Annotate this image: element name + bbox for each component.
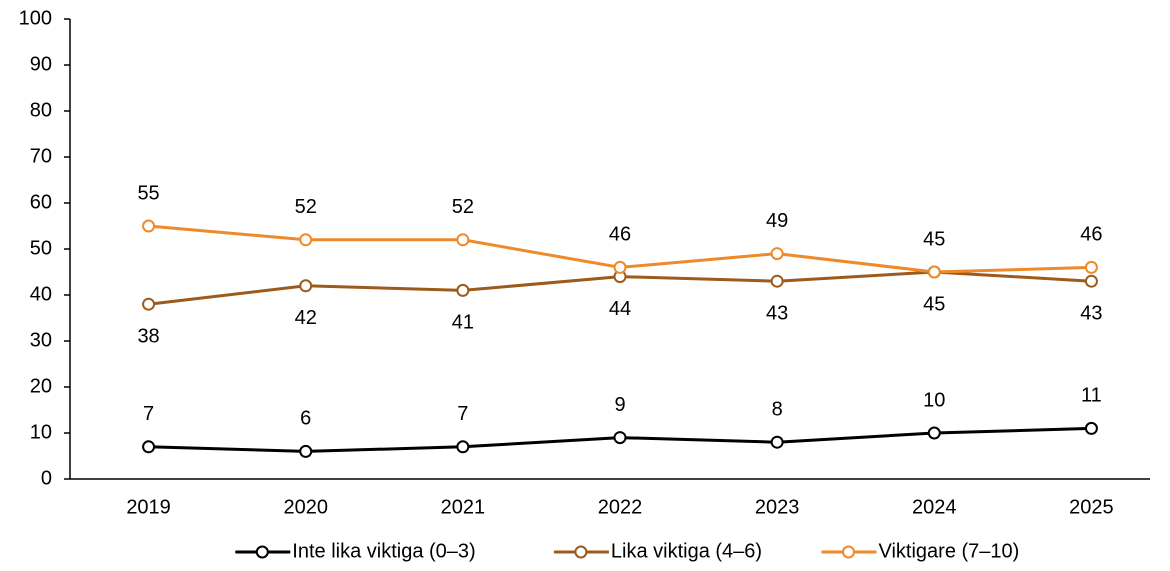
data-label: 45 — [923, 293, 945, 315]
data-label: 46 — [1080, 224, 1102, 246]
data-point — [456, 233, 470, 247]
y-tick-label: 100 — [19, 7, 52, 29]
data-label: 41 — [452, 312, 474, 334]
y-tick-label: 80 — [30, 99, 52, 121]
y-tick-label: 70 — [30, 145, 52, 167]
x-tick-label: 2019 — [126, 496, 171, 518]
y-tick-label: 0 — [41, 467, 52, 489]
y-tick-label: 10 — [30, 421, 52, 443]
data-label: 38 — [137, 325, 159, 347]
y-tick-label: 20 — [30, 375, 52, 397]
data-point — [613, 431, 627, 445]
legend-marker — [842, 545, 855, 559]
data-label: 52 — [452, 196, 474, 218]
data-label: 7 — [143, 403, 154, 425]
y-tick-label: 40 — [30, 283, 52, 305]
data-point — [1084, 260, 1098, 274]
data-label: 45 — [923, 228, 945, 250]
data-point — [299, 444, 313, 458]
data-label: 43 — [1080, 302, 1102, 324]
data-label: 10 — [923, 389, 945, 411]
y-tick-label: 50 — [30, 237, 52, 259]
data-label: 49 — [766, 210, 788, 232]
data-label: 8 — [772, 398, 783, 420]
data-label: 55 — [137, 182, 159, 204]
legend-label: Inte lika viktiga (0–3) — [292, 540, 475, 562]
x-tick-label: 2023 — [755, 496, 800, 518]
x-tick-label: 2024 — [912, 496, 957, 518]
data-point — [142, 440, 156, 454]
legend-label: Lika viktiga (4–6) — [611, 540, 762, 562]
data-point — [1084, 274, 1098, 288]
data-point — [142, 219, 156, 233]
y-tick-label: 90 — [30, 53, 52, 75]
x-tick-label: 2025 — [1069, 496, 1114, 518]
data-point — [456, 283, 470, 297]
legend-label: Viktigare (7–10) — [879, 540, 1020, 562]
data-label: 43 — [766, 302, 788, 324]
data-point — [142, 297, 156, 311]
data-label: 9 — [614, 394, 625, 416]
y-tick-label: 60 — [30, 191, 52, 213]
x-tick-label: 2020 — [283, 496, 328, 518]
data-point — [613, 260, 627, 274]
y-tick-label: 30 — [30, 329, 52, 351]
data-point — [456, 440, 470, 454]
data-label: 46 — [609, 224, 631, 246]
data-label: 7 — [457, 403, 468, 425]
data-point — [770, 435, 784, 449]
data-label: 44 — [609, 298, 631, 320]
legend-marker — [255, 545, 269, 559]
x-tick-label: 2022 — [598, 496, 643, 518]
data-point — [927, 265, 941, 279]
data-point — [1084, 421, 1098, 435]
data-label: 42 — [295, 307, 317, 329]
data-point — [770, 247, 784, 261]
data-point — [299, 279, 313, 293]
data-label: 11 — [1081, 385, 1102, 407]
data-point — [927, 426, 941, 440]
legend-marker — [574, 545, 588, 559]
data-point — [770, 274, 784, 288]
data-label: 52 — [295, 196, 317, 218]
data-point — [299, 233, 313, 247]
data-label: 6 — [300, 408, 311, 430]
x-tick-label: 2021 — [441, 496, 486, 518]
